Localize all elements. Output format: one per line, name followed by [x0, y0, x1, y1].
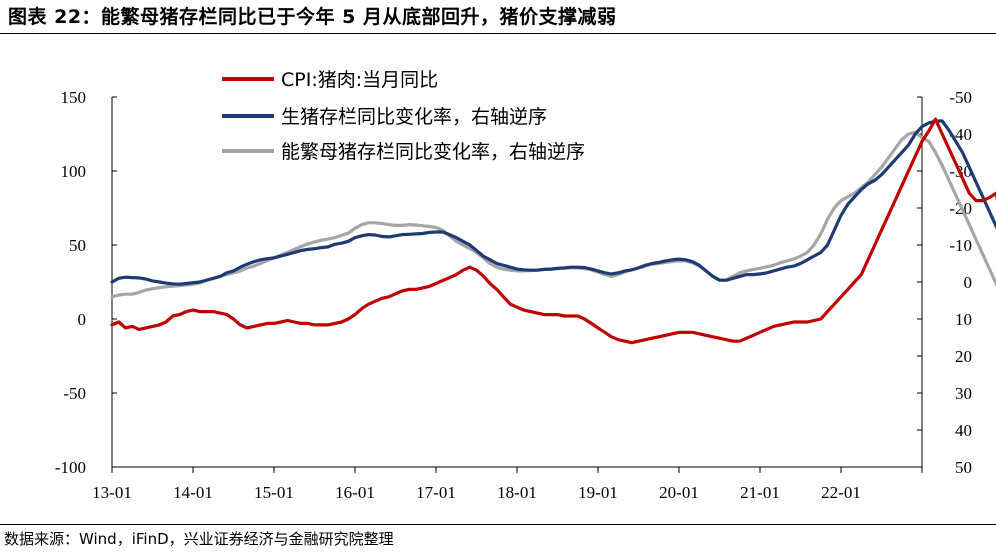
- source-rule: [0, 524, 996, 525]
- chart-legend: CPI:猪肉:当月同比生猪存栏同比变化率，右轴逆序能繁母猪存栏同比变化率，右轴逆…: [222, 69, 585, 163]
- left-tick-label: 100: [61, 162, 87, 181]
- x-tick-label: 17-01: [416, 483, 456, 502]
- x-tick-label: 22-01: [821, 483, 861, 502]
- left-tick-label: 150: [61, 88, 87, 107]
- x-tick-label: 13-01: [92, 483, 132, 502]
- left-tick-label: 0: [78, 310, 87, 329]
- x-tick-label: 21-01: [740, 483, 780, 502]
- line-chart: 150100500-50-100-50-40-30-20-10010203040…: [55, 69, 996, 502]
- x-tick-label: 19-01: [578, 483, 618, 502]
- left-tick-label: -50: [63, 384, 86, 403]
- legend-label-2: 能繁母猪存栏同比变化率，右轴逆序: [281, 141, 585, 163]
- left-tick-label: 50: [69, 236, 86, 255]
- right-tick-label: 0: [964, 273, 973, 292]
- series-line-0: [110, 117, 996, 345]
- right-tick-label: -50: [949, 88, 972, 107]
- legend-label-0: CPI:猪肉:当月同比: [281, 69, 438, 91]
- x-tick-label: 18-01: [497, 483, 537, 502]
- x-tick-label: 14-01: [173, 483, 213, 502]
- series-line-1: [110, 119, 996, 286]
- right-tick-label: 50: [955, 458, 972, 477]
- x-tick-label: 20-01: [659, 483, 699, 502]
- right-tick-label: 30: [955, 384, 972, 403]
- x-tick-label: 16-01: [335, 483, 375, 502]
- right-tick-label: 20: [955, 347, 972, 366]
- legend-label-1: 生猪存栏同比变化率，右轴逆序: [281, 106, 547, 128]
- right-tick-label: -10: [949, 236, 972, 255]
- series-line-2: [110, 130, 996, 299]
- chart-lines: [110, 117, 996, 345]
- source-note: 数据来源：Wind，iFinD，兴业证券经济与金融研究院整理: [4, 530, 394, 548]
- left-tick-label: -100: [55, 458, 86, 477]
- right-tick-label: 40: [955, 421, 972, 440]
- right-tick-label: 10: [955, 310, 972, 329]
- chart-title: 图表 22：能繁母猪存栏同比已于今年 5 月从底部回升，猪价支撑减弱: [8, 6, 617, 28]
- x-tick-label: 15-01: [254, 483, 294, 502]
- title-rule: [0, 33, 996, 34]
